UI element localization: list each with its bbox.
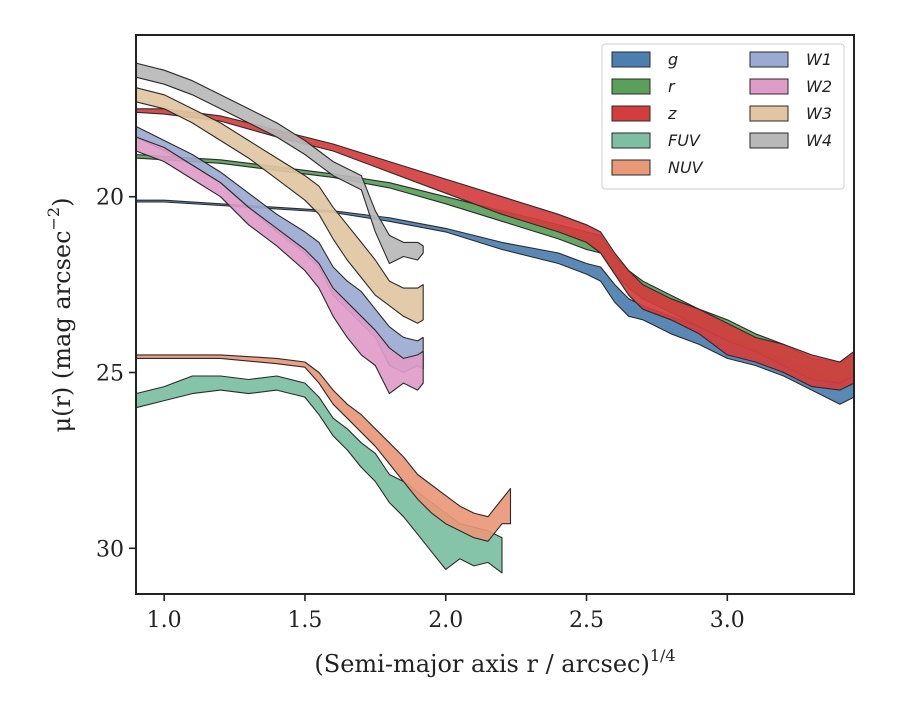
y-axis: 20 25 30 (96, 186, 136, 562)
legend-item-w1: W1 (749, 50, 832, 69)
legend-item-w2: W2 (749, 77, 832, 96)
legend-swatch (749, 51, 789, 68)
legend-label: W1 (806, 50, 832, 69)
legend-swatch (611, 105, 651, 122)
legend-item-w4: W4 (749, 131, 832, 150)
y-tick-label: 30 (96, 537, 124, 562)
x-axis: 1.0 1.5 2.0 2.5 3.0 (147, 594, 745, 633)
legend-swatch (611, 159, 651, 176)
legend-label: W4 (806, 131, 832, 150)
x-axis-label: (Semi-major axis r / arcsec)1/4 (314, 646, 675, 678)
plot-frame (135, 34, 855, 595)
legend-item-w3: W3 (749, 104, 832, 123)
legend-label: NUV (668, 158, 704, 177)
legend: grz FUV NUV W1 W2 W3 W4 (601, 43, 845, 190)
legend-swatch (611, 132, 651, 149)
legend-swatch (749, 78, 789, 95)
legend-label: z (667, 104, 677, 123)
legend-label: FUV (668, 131, 701, 150)
x-tick-label: 1.5 (287, 608, 322, 633)
y-tick-label: 20 (96, 186, 124, 211)
series-layer (135, 62, 855, 574)
legend-label: W2 (806, 77, 832, 96)
series-band-w3 (135, 87, 424, 324)
legend-swatch (749, 105, 789, 122)
series-band-nuv (135, 354, 512, 542)
series-band-fuv (135, 375, 503, 574)
series-band-w4 (135, 62, 424, 265)
legend-item-fuv: FUV (611, 131, 701, 150)
legend-swatch (611, 51, 651, 68)
legend-label: W3 (806, 104, 832, 123)
legend-label: r (668, 77, 676, 96)
legend-swatch (611, 78, 651, 95)
legend-item-z: z (611, 104, 677, 123)
series-band-g (135, 199, 855, 405)
legend-swatch (749, 132, 789, 149)
series-band-w2 (135, 136, 424, 395)
legend-item-r: r (611, 77, 676, 96)
x-tick-label: 3.0 (710, 608, 745, 633)
legend-item-g: g (611, 50, 678, 69)
legend-label: g (668, 50, 678, 69)
x-tick-label: 1.0 (147, 608, 182, 633)
y-tick-label: 25 (96, 362, 124, 387)
y-axis-label: μ(r) (mag arcsec−2) (44, 198, 76, 433)
x-tick-label: 2.0 (428, 608, 463, 633)
legend-item-nuv: NUV (611, 158, 704, 177)
x-tick-label: 2.5 (569, 608, 604, 633)
